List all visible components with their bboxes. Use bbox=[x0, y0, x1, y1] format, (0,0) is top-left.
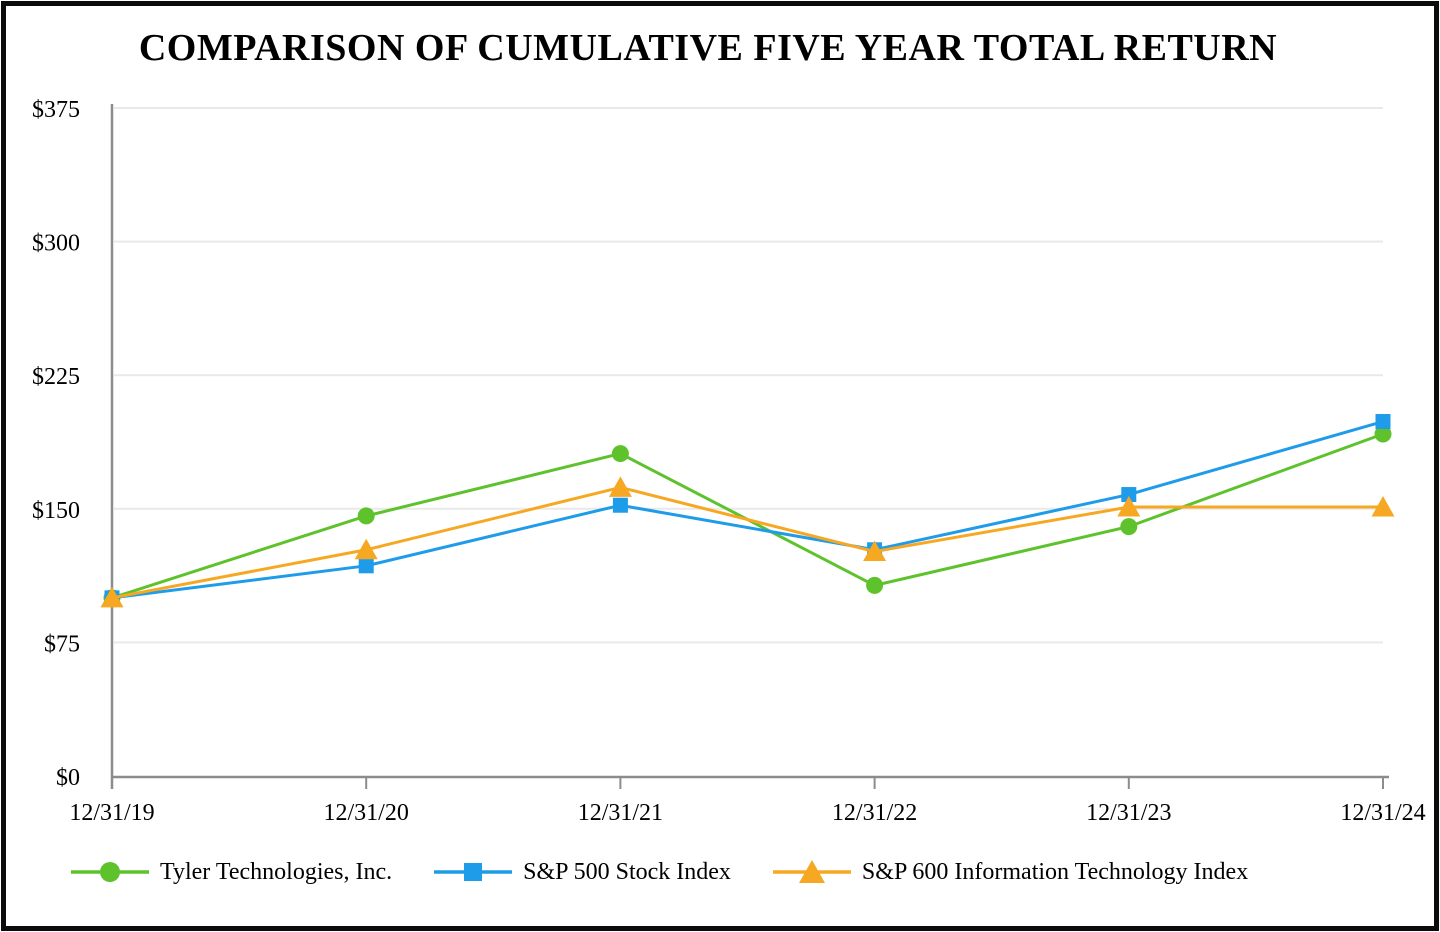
triangle-data-point-marker bbox=[100, 586, 124, 608]
x-tick-label: 12/31/19 bbox=[69, 800, 154, 826]
circle-data-point-marker bbox=[357, 507, 375, 525]
circle-data-point-marker bbox=[1374, 425, 1392, 443]
triangle-data-point-marker bbox=[608, 476, 632, 497]
legend-label: S&P 500 Stock Index bbox=[523, 858, 731, 885]
y-tick-label: $0 bbox=[56, 765, 80, 791]
triangle-icon bbox=[798, 860, 825, 883]
triangle-legend-marker-icon bbox=[772, 860, 851, 883]
square-data-point-marker bbox=[358, 558, 374, 574]
circle-legend-marker-icon bbox=[71, 862, 149, 882]
y-axis-labels: $0 $75 $150 $225 $300 $375 bbox=[32, 97, 80, 791]
circle-icon bbox=[100, 862, 120, 882]
triangle-data-point-marker bbox=[863, 540, 887, 562]
x-tick-label: 12/31/23 bbox=[1086, 800, 1171, 826]
triangle-data-point-marker bbox=[354, 538, 378, 560]
y-tick-label: $75 bbox=[44, 631, 80, 657]
series-tyler-technologies-inc bbox=[103, 425, 1392, 607]
square-legend-marker-icon bbox=[434, 863, 513, 881]
x-tick-label: 12/31/24 bbox=[1340, 800, 1425, 826]
series-line bbox=[111, 485, 1383, 600]
legend-label: S&P 600 Information Technology Index bbox=[861, 858, 1249, 885]
x-tick-label: 12/31/22 bbox=[832, 800, 917, 826]
series-s-p-600-information-technology-index bbox=[100, 476, 1395, 608]
legend-item-tyler-technologies-inc: Tyler Technologies, Inc. bbox=[69, 856, 392, 888]
y-tick-label: $150 bbox=[32, 498, 80, 524]
square-data-point-marker bbox=[1375, 414, 1391, 430]
chart-legend: Tyler Technologies, Inc. S&P 500 Stock In… bbox=[69, 856, 1248, 888]
triangle-data-point-marker bbox=[1117, 496, 1141, 517]
y-tick-label: $375 bbox=[32, 97, 80, 123]
series-line bbox=[111, 420, 1384, 600]
legend-item-s-p-600-information-technology-index: S&P 600 Information Technology Index bbox=[771, 856, 1248, 888]
square-data-point-marker bbox=[1121, 487, 1137, 503]
circle-data-point-marker bbox=[611, 445, 629, 463]
square-data-point-marker bbox=[612, 497, 628, 513]
circle-data-point-marker bbox=[1120, 518, 1138, 536]
chart-title: COMPARISON OF CUMULATIVE FIVE YEAR TOTAL… bbox=[138, 27, 1278, 69]
y-tick-label: $225 bbox=[32, 364, 80, 390]
triangle-data-point-marker bbox=[1371, 496, 1395, 517]
circle-data-point-marker bbox=[866, 576, 884, 594]
axes bbox=[110, 104, 1389, 789]
legend-item-s-p-500-stock-index: S&P 500 Stock Index bbox=[432, 856, 731, 888]
legend-label: Tyler Technologies, Inc. bbox=[160, 858, 393, 885]
x-tick-label: 12/31/20 bbox=[324, 800, 409, 826]
y-tick-label: $300 bbox=[32, 231, 80, 257]
square-icon bbox=[464, 863, 483, 881]
x-tick-label: 12/31/21 bbox=[578, 800, 663, 826]
x-axis-labels: 12/31/19 12/31/20 12/31/21 12/31/22 12/31/23… bbox=[69, 800, 1425, 826]
gridlines bbox=[114, 107, 1383, 644]
